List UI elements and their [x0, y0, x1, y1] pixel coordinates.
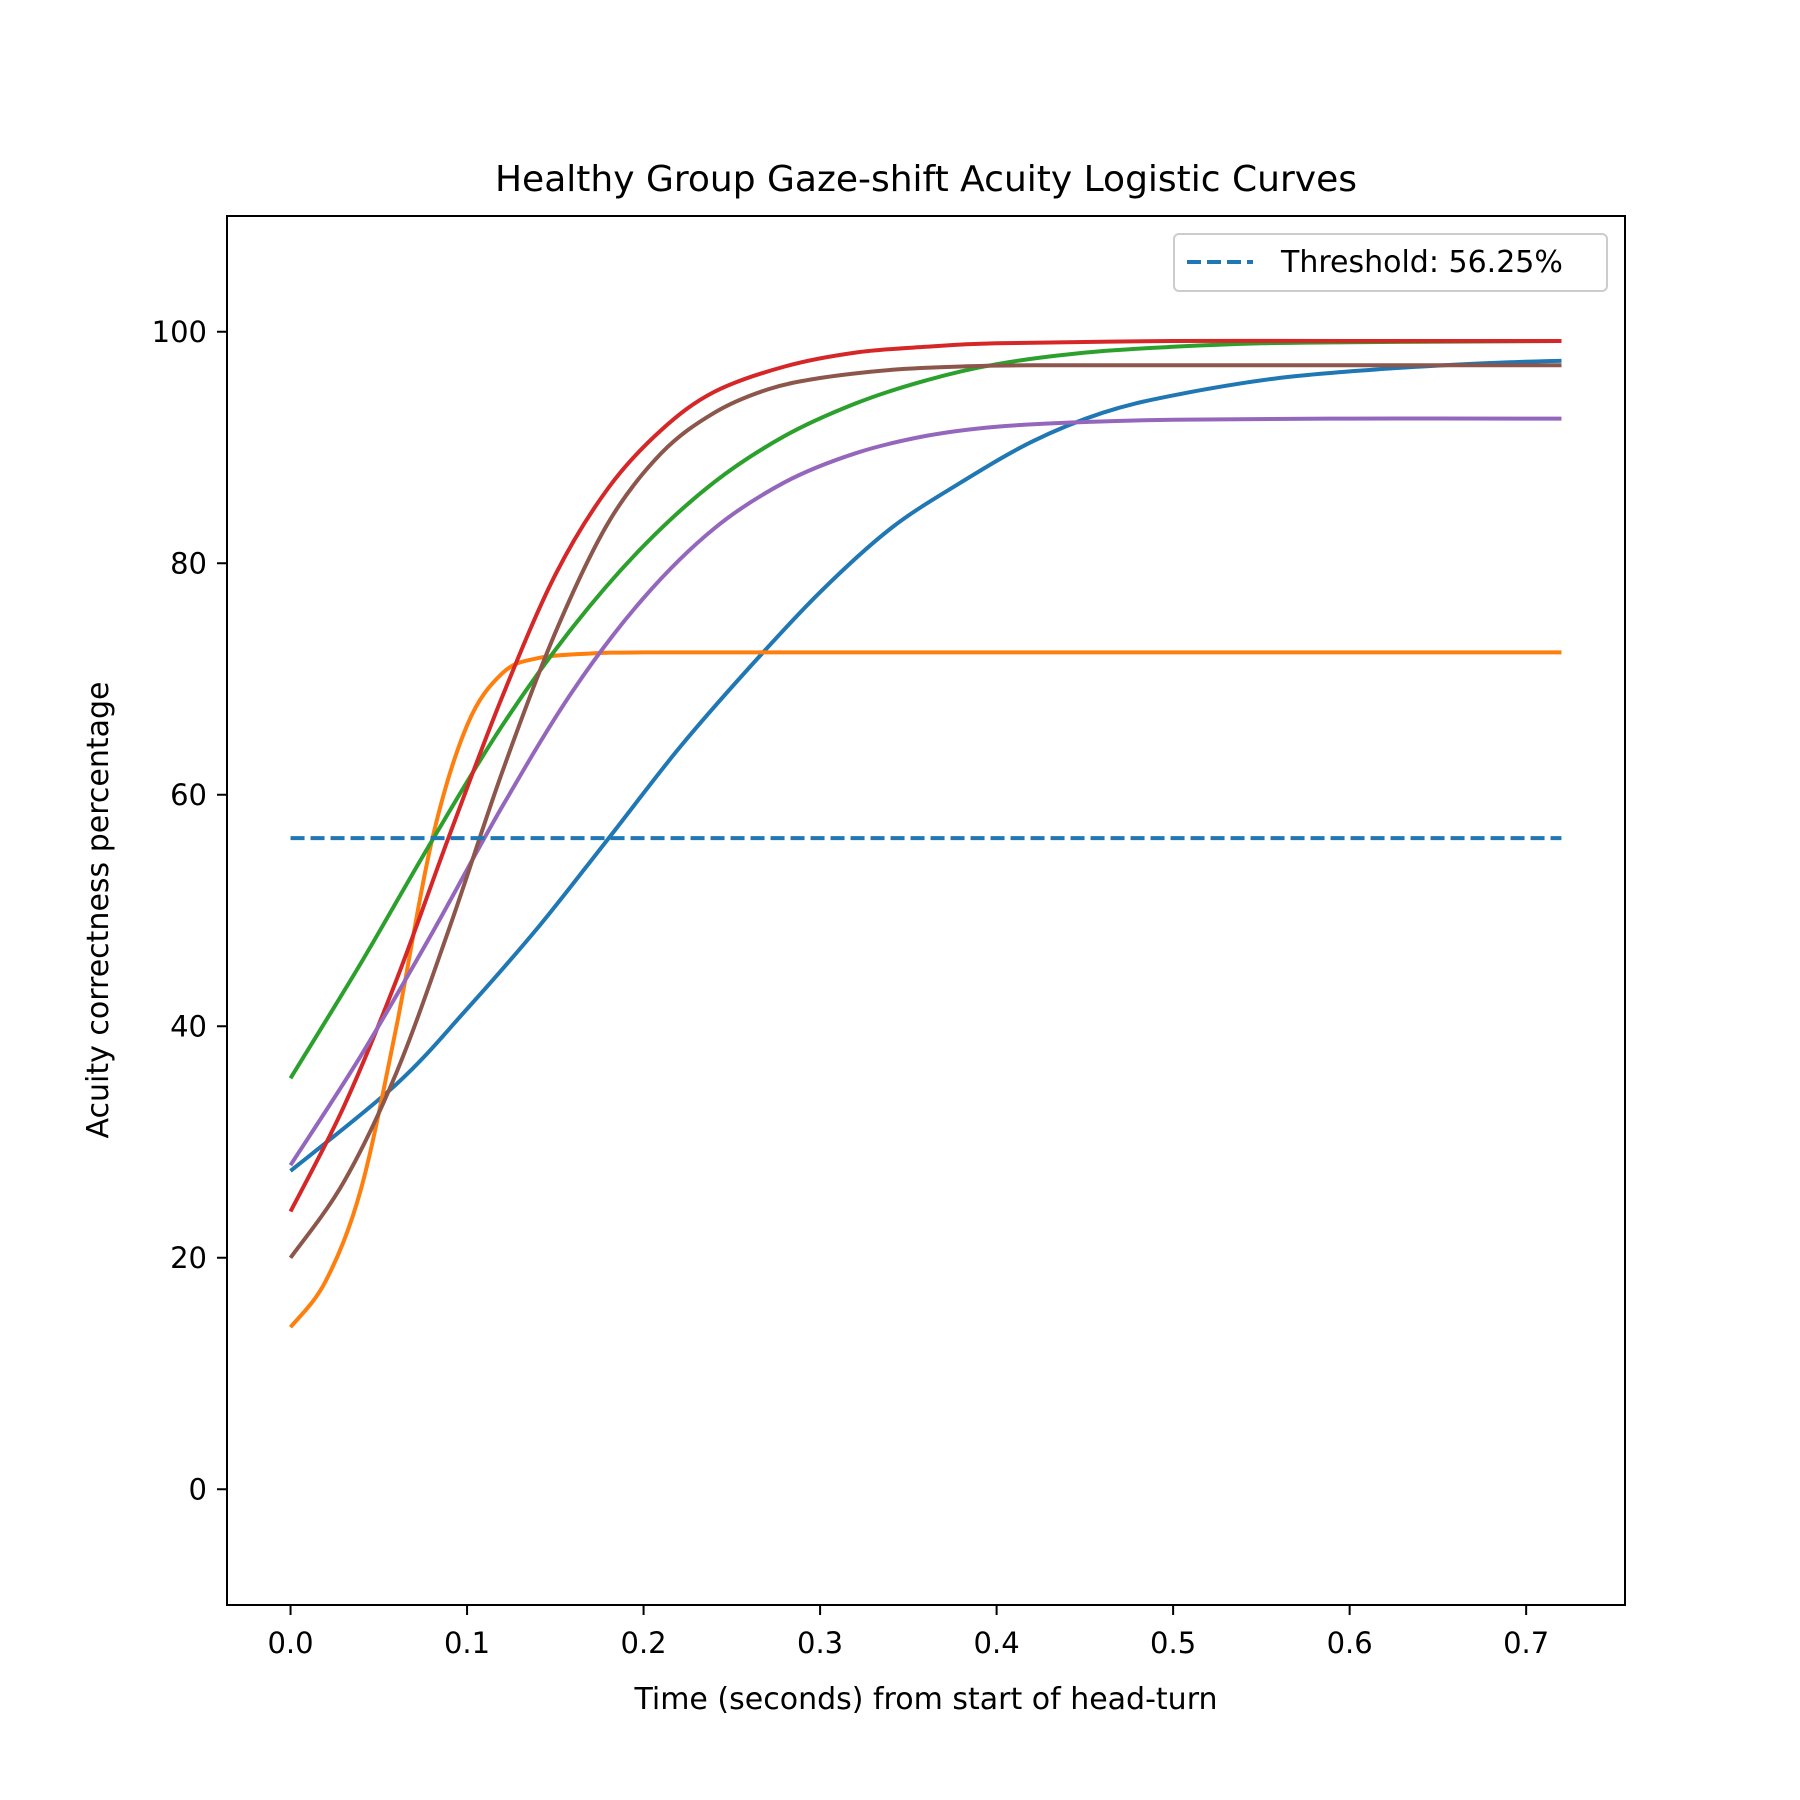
- series-line-4: [288, 338, 1562, 1213]
- x-tick-label: 0.1: [444, 1626, 490, 1660]
- plot-frame: [226, 215, 1626, 1606]
- x-tick-label: 0.5: [1150, 1626, 1196, 1660]
- series-line-3: [288, 339, 1562, 1080]
- series-line-2: [288, 650, 1562, 1329]
- y-axis: 0 20 40 60 80 100: [152, 315, 227, 1506]
- y-tick-label: 100: [152, 315, 207, 349]
- x-axis-label: Time (seconds) from start of head-turn: [633, 1682, 1217, 1717]
- y-tick-label: 20: [170, 1241, 207, 1275]
- y-tick-label: 40: [170, 1009, 207, 1043]
- y-axis-label: Acuity correctness percentage: [81, 682, 116, 1139]
- x-tick-label: 0.3: [797, 1626, 843, 1660]
- series-line-5: [288, 416, 1562, 1167]
- y-tick-label: 60: [170, 778, 207, 812]
- series-line-6: [288, 363, 1562, 1259]
- x-tick-label: 0.4: [974, 1626, 1020, 1660]
- legend: Threshold: 56.25%: [1173, 233, 1608, 292]
- x-tick-label: 0.0: [267, 1626, 313, 1660]
- x-tick-label: 0.2: [621, 1626, 667, 1660]
- series-line-1: [289, 358, 1562, 1173]
- legend-box: [1173, 233, 1608, 292]
- plot-area: [226, 215, 1626, 1606]
- series-layer: [288, 338, 1562, 1329]
- chart-title: Healthy Group Gaze-shift Acuity Logistic…: [495, 159, 1357, 200]
- y-tick-label: 80: [170, 546, 207, 580]
- x-tick-label: 0.7: [1503, 1626, 1549, 1660]
- y-tick-label: 0: [189, 1472, 207, 1506]
- x-tick-label: 0.6: [1327, 1626, 1373, 1660]
- x-axis: 0.0 0.1 0.2 0.3 0.4 0.5 0.6 0.7: [267, 1605, 1549, 1660]
- legend-entry-threshold: Threshold: 56.25%: [1280, 245, 1563, 280]
